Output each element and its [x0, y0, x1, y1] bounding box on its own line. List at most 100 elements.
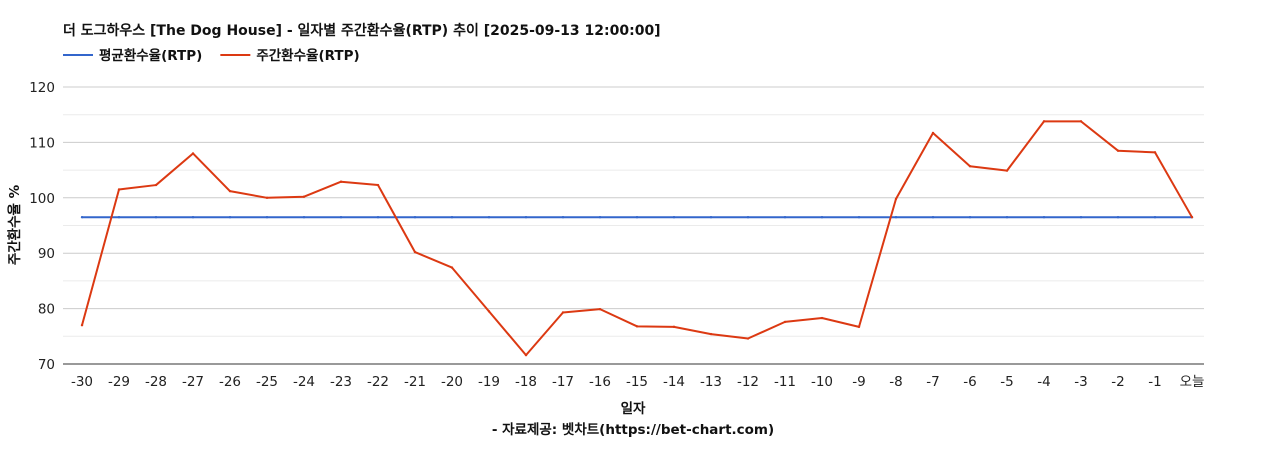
- data-point: [524, 353, 528, 357]
- x-tick-label: -27: [182, 374, 204, 390]
- y-tick-label: 90: [38, 246, 55, 262]
- data-point: [968, 165, 972, 168]
- y-axis-ticks: 70 80 90 100 110 120: [29, 80, 55, 373]
- data-point: [783, 320, 787, 324]
- data-point: [1042, 215, 1046, 219]
- data-point: [561, 311, 565, 314]
- data-point: [857, 215, 861, 219]
- data-point: [1153, 215, 1157, 219]
- x-tick-label: 오늘: [1180, 374, 1205, 390]
- data-point: [709, 215, 713, 219]
- data-point: [154, 183, 158, 187]
- data-point: [339, 180, 343, 183]
- data-point: [413, 215, 417, 219]
- x-tick-label: -1: [1148, 374, 1161, 390]
- x-tick-label: -7: [926, 374, 939, 390]
- data-point: [80, 215, 84, 219]
- data-point: [1153, 151, 1157, 154]
- legend: 평균환수율(RTP) 주간환수율(RTP): [63, 47, 360, 64]
- y-tick-label: 100: [29, 191, 55, 207]
- series-line-1: [81, 120, 1193, 357]
- data-point: [450, 215, 454, 219]
- data-point: [117, 215, 121, 219]
- data-point: [487, 310, 491, 313]
- x-tick-label: -4: [1037, 374, 1050, 390]
- x-tick-label: -19: [478, 374, 500, 390]
- data-point: [561, 215, 565, 219]
- data-point: [117, 188, 121, 191]
- data-point: [746, 337, 750, 340]
- x-tick-label: -29: [108, 374, 130, 390]
- x-tick-label: -28: [145, 374, 167, 390]
- x-tick-label: -24: [293, 374, 315, 390]
- x-tick-label: -22: [367, 374, 389, 390]
- data-point: [672, 215, 676, 219]
- chart-title: 더 도그하우스 [The Dog House] - 일자별 주간환수율(RTP)…: [63, 22, 661, 39]
- x-tick-label: -6: [963, 374, 976, 390]
- data-point: [1190, 215, 1194, 219]
- data-point: [265, 215, 269, 219]
- x-tick-label: -30: [71, 374, 93, 390]
- data-point: [1116, 149, 1120, 152]
- data-point: [265, 196, 269, 199]
- data-point: [376, 183, 380, 187]
- x-tick-label: -12: [737, 374, 759, 390]
- data-source-note: - 자료제공: 벳차트(https://bet-chart.com): [492, 421, 774, 438]
- data-point: [487, 215, 491, 219]
- x-tick-label: -20: [441, 374, 463, 390]
- data-point: [1005, 169, 1009, 172]
- data-point: [968, 215, 972, 219]
- data-point: [524, 215, 528, 219]
- x-tick-label: -11: [774, 374, 796, 390]
- data-point: [154, 215, 158, 219]
- x-tick-label: -3: [1074, 374, 1087, 390]
- x-tick-label: -13: [700, 374, 722, 390]
- data-point: [302, 195, 306, 198]
- data-point: [635, 215, 639, 219]
- data-point: [191, 152, 195, 155]
- y-tick-label: 70: [38, 357, 55, 373]
- data-point: [894, 215, 898, 219]
- data-point: [672, 325, 676, 329]
- x-axis-ticks: -30 -29 -28 -27 -26 -25 -24 -23 -22 -21 -20 -19 -18-…: [71, 374, 1204, 390]
- x-tick-label: -26: [219, 374, 241, 390]
- x-tick-label: -25: [256, 374, 278, 390]
- data-point: [820, 316, 824, 320]
- y-tick-label: 120: [29, 80, 55, 96]
- data-point: [1005, 215, 1009, 219]
- x-tick-label: -9: [852, 374, 865, 390]
- x-tick-label: -21: [404, 374, 426, 390]
- legend-item-label: 평균환수율(RTP): [99, 47, 202, 64]
- x-tick-label: -5: [1000, 374, 1013, 390]
- data-point: [1079, 120, 1083, 123]
- data-point: [191, 215, 195, 219]
- x-tick-label: -2: [1111, 374, 1124, 390]
- y-axis-title: 주간환수율 %: [6, 184, 23, 265]
- data-point: [1079, 215, 1083, 219]
- x-tick-label: -15: [626, 374, 648, 390]
- data-point: [228, 215, 232, 219]
- data-point: [709, 332, 713, 336]
- data-point: [1116, 215, 1120, 219]
- gridlines: [63, 86, 1204, 365]
- x-tick-label: -17: [552, 374, 574, 390]
- data-point: [894, 197, 898, 201]
- data-point: [931, 215, 935, 219]
- data-point: [931, 131, 935, 135]
- data-point: [80, 324, 84, 327]
- x-tick-label: -10: [811, 374, 833, 390]
- x-tick-label: -16: [589, 374, 611, 390]
- data-point: [857, 325, 861, 329]
- data-point: [1042, 120, 1046, 123]
- data-point: [376, 215, 380, 219]
- y-tick-label: 110: [29, 135, 55, 151]
- data-point: [635, 325, 639, 328]
- series-lines: [80, 120, 1194, 357]
- data-point: [302, 215, 306, 219]
- data-point: [783, 215, 787, 219]
- legend-item-label: 주간환수율(RTP): [256, 47, 359, 64]
- data-point: [746, 215, 750, 219]
- data-point: [598, 215, 602, 219]
